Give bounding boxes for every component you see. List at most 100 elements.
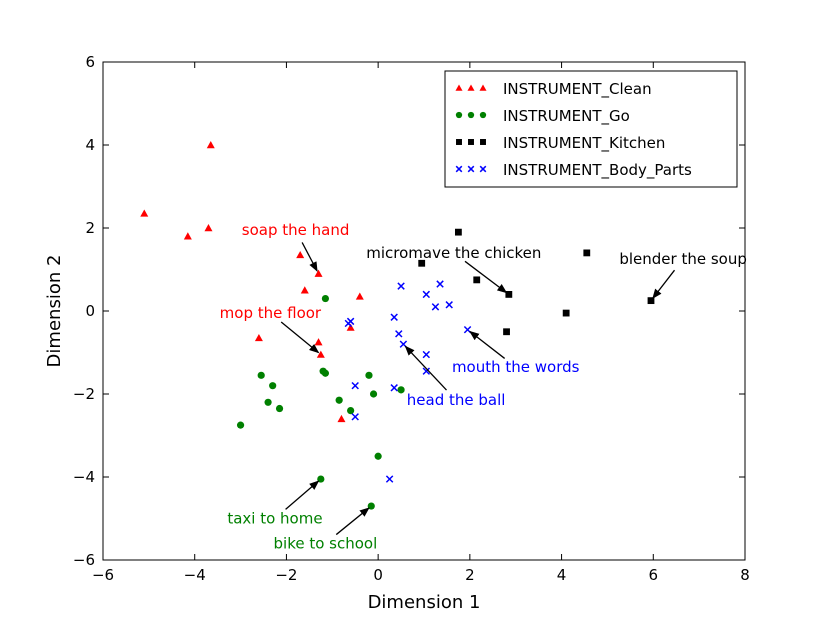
data-point [316,350,325,358]
annotation-label: taxi to home [227,510,322,528]
legend-label: INSTRUMENT_Go [503,107,630,126]
data-point [422,350,431,359]
data-point [321,294,330,303]
x-tick-label: 0 [373,566,383,584]
data-point [374,452,382,460]
data-point [562,309,570,317]
annotation-label: micromave the chicken [366,244,541,262]
data-point [355,292,364,300]
legend-marker [479,111,487,119]
data-point [385,475,394,483]
legend-marker [480,139,486,145]
legend-marker [479,165,487,173]
series-instrument-go [236,294,405,510]
x-tick-label: 6 [649,566,659,584]
y-tick-label: −4 [73,468,95,486]
data-point [204,224,213,232]
data-point [254,333,263,342]
y-tick-label: −2 [73,385,95,403]
data-point [365,371,373,379]
annotation-arrow [464,260,508,294]
data-point [335,396,343,404]
data-point [454,228,462,236]
data-point [505,291,513,298]
data-point [390,313,398,321]
data-point [236,421,245,429]
data-point [397,386,405,394]
y-axis-title: Dimension 2 [44,255,65,368]
legend-marker [467,165,475,173]
data-points [140,141,655,510]
data-point [314,269,323,277]
series-instrument-clean [140,141,364,423]
annotation-label: soap the hand [242,221,350,239]
legend-label: INSTRUMENT_Body_Parts [503,161,692,180]
data-point [397,282,405,290]
annotation-arrow [652,269,676,300]
legend-box [444,70,738,188]
data-point [473,276,481,284]
data-point [314,338,323,346]
legend-marker [468,139,474,145]
annotation-arrow [469,330,506,359]
data-point [337,414,346,423]
x-tick-label: −4 [184,566,206,584]
y-tick-label: 4 [85,136,95,154]
data-point [647,297,655,305]
data-point [257,371,265,379]
data-point [296,250,305,259]
data-point [346,317,355,326]
data-point [264,398,272,406]
y-tick-label: −6 [73,551,95,569]
legend-marker [479,84,487,91]
x-axis-title: Dimension 1 [368,592,481,613]
data-point [395,330,403,338]
data-point [269,382,277,390]
x-tick-label: −2 [275,566,297,584]
series-instrument-kitchen [418,228,655,336]
annotations: soap the hand mop the floor micromave the … [220,221,747,552]
data-point [503,328,510,336]
annotation-label: mop the floor [220,304,322,322]
data-point [140,209,149,217]
data-point [347,407,355,415]
data-point [422,290,431,299]
x-tick-label: 2 [465,566,475,584]
data-point [445,301,453,309]
data-point [418,259,426,267]
data-point [369,390,378,398]
legend: INSTRUMENT_Clean INSTRUMENT_Go INSTRUMENT_… [444,70,738,188]
annotation-label: mouth the words [452,358,580,376]
data-point [351,413,359,421]
data-point [390,384,398,392]
legend-label: INSTRUMENT_Clean [503,80,652,99]
data-point [346,323,355,331]
annotation-arrow [280,321,320,354]
axis-ticks: −6 −4 −2 0 2 4 6 8 −6 −4 −2 0 2 4 6 [73,53,750,584]
annotation-label: head the ball [407,391,506,409]
legend-marker [455,84,463,91]
legend-marker [455,165,463,173]
data-point [583,249,591,257]
annotation-label: blender the soup [619,250,747,268]
data-point [436,280,444,288]
data-point [275,404,284,413]
data-point [351,381,359,390]
x-tick-label: −6 [92,566,114,584]
annotation-label: bike to school [274,534,378,552]
data-point [300,286,309,294]
data-point [321,369,330,377]
series-instrument-body-parts [344,280,472,483]
data-point [422,367,431,375]
data-point [206,141,215,149]
legend-marker [467,84,475,91]
annotation-arrow [335,507,370,536]
y-tick-label: 6 [85,53,95,71]
legend-marker [467,111,475,119]
legend-marker [456,139,462,145]
data-point [183,232,192,240]
legend-label: INSTRUMENT_Kitchen [503,134,665,153]
data-point [431,303,440,311]
legend-marker [455,111,463,119]
